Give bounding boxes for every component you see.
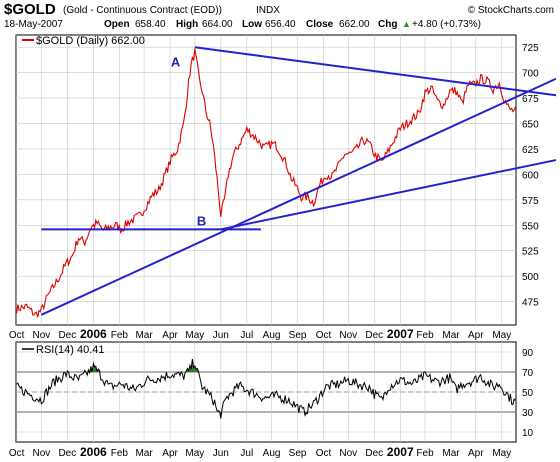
- trendline: [220, 159, 557, 231]
- rsi-legend: RSI(14) 40.41: [36, 344, 104, 356]
- price-x-axis: Oct Nov Dec 2006 Feb Mar Apr May Jun Jul Aug Sep Oct…: [9, 327, 511, 341]
- price-y-tick-label: 525: [522, 247, 539, 258]
- price-x-tick-label: Dec: [365, 330, 383, 341]
- rsi-y-tick-label: 50: [522, 388, 534, 399]
- rsi-x-tick-label: 2006: [80, 445, 107, 459]
- instrument-name: (Gold - Continuous Contract (EOD)): [63, 5, 222, 16]
- trendline: [194, 46, 557, 97]
- price-grid: [16, 35, 516, 325]
- price-legend: $GOLD (Daily) 662.00: [36, 35, 145, 47]
- price-y-tick-label: 625: [522, 145, 539, 156]
- watermark: © StockCharts.com: [468, 5, 554, 16]
- rsi-x-tick-label: Nov: [339, 448, 357, 459]
- rsi-x-tick-label: Apr: [468, 448, 484, 459]
- quote-date: 18-May-2007: [4, 19, 63, 30]
- up-arrow-icon: ▲: [402, 19, 411, 29]
- rsi-x-tick-label: Feb: [111, 448, 129, 459]
- low-value: 656.40: [265, 19, 296, 30]
- price-x-tick-label: 2006: [80, 327, 107, 341]
- rsi-x-tick-label: Nov: [32, 448, 50, 459]
- price-x-tick-label: Apr: [468, 330, 484, 341]
- rsi-x-tick-label: Oct: [9, 448, 25, 459]
- trendlines: [40, 46, 557, 316]
- chg-value: +4.80 (+0.73%): [412, 19, 481, 30]
- rsi-y-tick-label: 90: [522, 348, 534, 359]
- close-value: 662.00: [339, 19, 370, 30]
- high-value: 664.00: [202, 19, 233, 30]
- price-y-tick-label: 725: [522, 43, 539, 54]
- price-x-tick-label: Dec: [58, 330, 76, 341]
- price-x-tick-label: Mar: [442, 330, 460, 341]
- annotations: AB: [171, 54, 206, 228]
- rsi-x-tick-label: Jun: [213, 448, 229, 459]
- price-x-tick-label: Feb: [416, 330, 434, 341]
- rsi-series-line: [16, 359, 516, 419]
- rsi-x-tick-label: May: [492, 448, 511, 459]
- open-label: Open: [104, 19, 130, 30]
- price-x-tick-label: 2007: [387, 327, 414, 341]
- rsi-x-tick-label: 2007: [387, 445, 414, 459]
- rsi-y-axis: 10 30 50 70 90: [522, 348, 534, 439]
- rsi-x-tick-label: Dec: [365, 448, 383, 459]
- price-y-tick-label: 475: [522, 298, 539, 309]
- price-x-tick-label: May: [185, 330, 204, 341]
- rsi-y-tick-label: 70: [522, 368, 534, 379]
- annotation-label: B: [197, 213, 206, 228]
- symbol: $GOLD: [4, 1, 56, 18]
- price-y-tick-label: 675: [522, 94, 539, 105]
- open-value: 658.40: [135, 19, 166, 30]
- rsi-x-tick-label: Aug: [263, 448, 281, 459]
- rsi-y-tick-label: 10: [522, 428, 534, 439]
- price-y-tick-label: 650: [522, 120, 539, 131]
- rsi-panel: 10 30 50 70 90 RSI(14) 40.41: [15, 341, 534, 443]
- price-x-tick-label: May: [492, 330, 511, 341]
- price-y-axis: 475 500 525 550 575 600 625 650 675 700 725: [522, 43, 539, 308]
- rsi-x-tick-label: Mar: [442, 448, 460, 459]
- rsi-x-tick-label: Dec: [58, 448, 76, 459]
- price-x-tick-label: Nov: [339, 330, 357, 341]
- price-x-tick-label: Aug: [263, 330, 281, 341]
- rsi-x-tick-label: Oct: [316, 448, 332, 459]
- rsi-x-tick-label: Apr: [162, 448, 178, 459]
- price-x-tick-label: Feb: [111, 330, 129, 341]
- low-label: Low: [242, 19, 262, 30]
- price-x-tick-label: Oct: [9, 330, 25, 341]
- trendline: [40, 77, 557, 316]
- high-label: High: [176, 19, 198, 30]
- rsi-x-tick-label: May: [185, 448, 204, 459]
- annotation-label: A: [171, 54, 181, 69]
- rsi-y-tick-label: 30: [522, 408, 534, 419]
- rsi-x-tick-label: Jul: [240, 448, 253, 459]
- price-x-tick-label: Jul: [240, 330, 253, 341]
- rsi-x-tick-label: Sep: [289, 448, 307, 459]
- price-x-tick-label: Oct: [316, 330, 332, 341]
- rsi-x-tick-label: Mar: [135, 448, 153, 459]
- price-series-line: [16, 48, 516, 318]
- price-panel-frame: [15, 34, 517, 326]
- price-x-tick-label: Apr: [162, 330, 178, 341]
- price-y-tick-label: 600: [522, 170, 539, 181]
- chg-label: Chg: [378, 19, 397, 30]
- price-y-tick-label: 550: [522, 221, 539, 232]
- price-y-tick-label: 575: [522, 196, 539, 207]
- rsi-x-tick-label: Feb: [416, 448, 434, 459]
- price-y-tick-label: 700: [522, 69, 539, 80]
- price-y-tick-label: 500: [522, 272, 539, 283]
- close-label: Close: [306, 19, 334, 30]
- price-x-tick-label: Jun: [213, 330, 229, 341]
- exchange: INDX: [256, 5, 280, 16]
- price-x-tick-label: Mar: [135, 330, 153, 341]
- price-x-tick-label: Nov: [32, 330, 50, 341]
- rsi-x-axis: Oct Nov Dec 2006 Feb Mar Apr May Jun Jul Aug Sep Oct…: [9, 445, 511, 459]
- price-x-tick-label: Sep: [289, 330, 307, 341]
